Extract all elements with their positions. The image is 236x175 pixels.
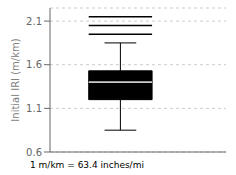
svg-text:1.6: 1.6: [26, 59, 42, 70]
svg-text:Initial IRI (m/km): Initial IRI (m/km): [10, 38, 21, 121]
svg-text:2.1: 2.1: [26, 16, 42, 27]
svg-text:0.6: 0.6: [26, 147, 42, 158]
svg-text:1.1: 1.1: [26, 103, 42, 114]
html-text:1 m/km = 63.4 inches/mi: 1 m/km = 63.4 inches/mi: [30, 160, 144, 170]
